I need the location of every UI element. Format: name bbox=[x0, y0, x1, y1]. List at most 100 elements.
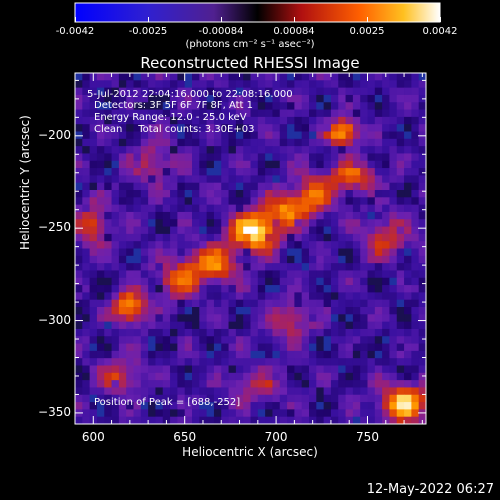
heatmap-cell bbox=[162, 328, 171, 337]
heatmap-cell bbox=[382, 80, 390, 89]
heatmap-cell bbox=[396, 299, 405, 308]
heatmap-cell bbox=[213, 160, 222, 169]
heatmap-cell bbox=[126, 365, 134, 374]
heatmap-cell bbox=[374, 336, 383, 344]
heatmap-cell bbox=[287, 73, 295, 81]
heatmap-cell bbox=[396, 153, 405, 162]
heatmap-cell bbox=[192, 219, 200, 227]
heatmap-cell bbox=[199, 168, 208, 176]
heatmap-cell bbox=[177, 350, 186, 359]
heatmap-cell bbox=[272, 409, 281, 418]
heatmap-cell bbox=[155, 73, 164, 81]
heatmap-cell bbox=[235, 233, 244, 242]
heatmap-cell bbox=[89, 307, 98, 315]
heatmap-cell bbox=[192, 211, 200, 220]
heatmap-cell bbox=[287, 182, 295, 191]
heatmap-cell bbox=[243, 416, 251, 425]
heatmap-cell bbox=[75, 277, 83, 286]
heatmap-cell bbox=[301, 394, 310, 403]
heatmap-cell bbox=[330, 307, 339, 315]
heatmap-cell bbox=[345, 94, 354, 103]
heatmap-cell bbox=[367, 387, 376, 396]
heatmap-cell bbox=[162, 307, 171, 315]
heatmap-cell bbox=[192, 299, 200, 308]
heatmap-cell bbox=[228, 116, 237, 125]
heatmap-cell bbox=[148, 343, 156, 352]
heatmap-cell bbox=[140, 343, 149, 352]
heatmap-cell bbox=[148, 219, 156, 227]
heatmap-cell bbox=[316, 131, 325, 140]
heatmap-cell bbox=[265, 73, 273, 81]
heatmap-cell bbox=[235, 343, 244, 352]
heatmap-cell bbox=[199, 299, 208, 308]
heatmap-cell bbox=[250, 299, 259, 308]
heatmap-cell bbox=[272, 211, 281, 220]
heatmap-cell bbox=[330, 87, 339, 96]
heatmap-cell bbox=[126, 350, 134, 359]
heatmap-cell bbox=[418, 350, 427, 359]
heatmap-cell bbox=[374, 168, 383, 176]
heatmap-cell bbox=[155, 146, 164, 154]
heatmap-cell bbox=[192, 350, 200, 359]
heatmap-cell bbox=[272, 321, 281, 330]
heatmap-cell bbox=[404, 402, 412, 410]
heatmap-cell bbox=[360, 102, 368, 110]
heatmap-cell bbox=[184, 270, 193, 279]
heatmap-cell bbox=[250, 328, 259, 337]
heatmap-cell bbox=[243, 182, 251, 191]
heatmap-cell bbox=[294, 204, 303, 213]
heatmap-cell bbox=[192, 190, 200, 198]
heatmap-cell bbox=[82, 387, 91, 396]
heatmap-cell bbox=[352, 138, 361, 147]
y-tick-label: −250 bbox=[38, 220, 71, 235]
heatmap-cell bbox=[126, 146, 134, 154]
heatmap-cell bbox=[352, 197, 361, 206]
heatmap-cell bbox=[301, 233, 310, 242]
heatmap-cell bbox=[272, 270, 281, 279]
heatmap-cell bbox=[140, 211, 149, 220]
heatmap-cell bbox=[265, 292, 273, 301]
heatmap-cell bbox=[243, 380, 251, 388]
heatmap-cell bbox=[148, 175, 156, 184]
heatmap-cell bbox=[221, 358, 229, 366]
heatmap-cell bbox=[265, 109, 273, 118]
heatmap-cell bbox=[272, 365, 281, 374]
heatmap-cell bbox=[228, 307, 237, 315]
heatmap-cell bbox=[404, 328, 412, 337]
heatmap-cell bbox=[396, 343, 405, 352]
heatmap-cell bbox=[309, 277, 317, 286]
heatmap-cell bbox=[206, 372, 215, 381]
heatmap-cell bbox=[352, 372, 361, 381]
heatmap-cell bbox=[82, 168, 91, 176]
heatmap-cell bbox=[389, 263, 398, 271]
heatmap-cell bbox=[104, 372, 112, 381]
heatmap-cell bbox=[279, 131, 288, 140]
heatmap-cell bbox=[170, 314, 178, 323]
heatmap-cell bbox=[345, 168, 354, 176]
heatmap-cell bbox=[184, 255, 193, 264]
heatmap-cell bbox=[360, 409, 368, 418]
heatmap-cell bbox=[309, 314, 317, 323]
heatmap-cell bbox=[418, 270, 427, 279]
heatmap-cell bbox=[330, 146, 339, 154]
heatmap-cell bbox=[404, 263, 412, 271]
heatmap-cell bbox=[104, 255, 112, 264]
heatmap-cell bbox=[396, 248, 405, 257]
heatmap-cell bbox=[184, 233, 193, 242]
heatmap-cell bbox=[170, 182, 178, 191]
heatmap-cell bbox=[155, 292, 164, 301]
heatmap-cell bbox=[323, 277, 332, 286]
heatmap-cell bbox=[184, 94, 193, 103]
heatmap-cell bbox=[294, 336, 303, 344]
heatmap-cell bbox=[126, 87, 134, 96]
heatmap-cell bbox=[404, 321, 412, 330]
heatmap-cell bbox=[104, 204, 112, 213]
heatmap-cell bbox=[104, 124, 112, 132]
heatmap-cell bbox=[404, 409, 412, 418]
heatmap-cell bbox=[272, 109, 281, 118]
heatmap-cell bbox=[89, 263, 98, 271]
heatmap-cell bbox=[287, 270, 295, 279]
heatmap-cell bbox=[338, 402, 346, 410]
heatmap-cell bbox=[111, 233, 120, 242]
heatmap-cell bbox=[228, 387, 237, 396]
